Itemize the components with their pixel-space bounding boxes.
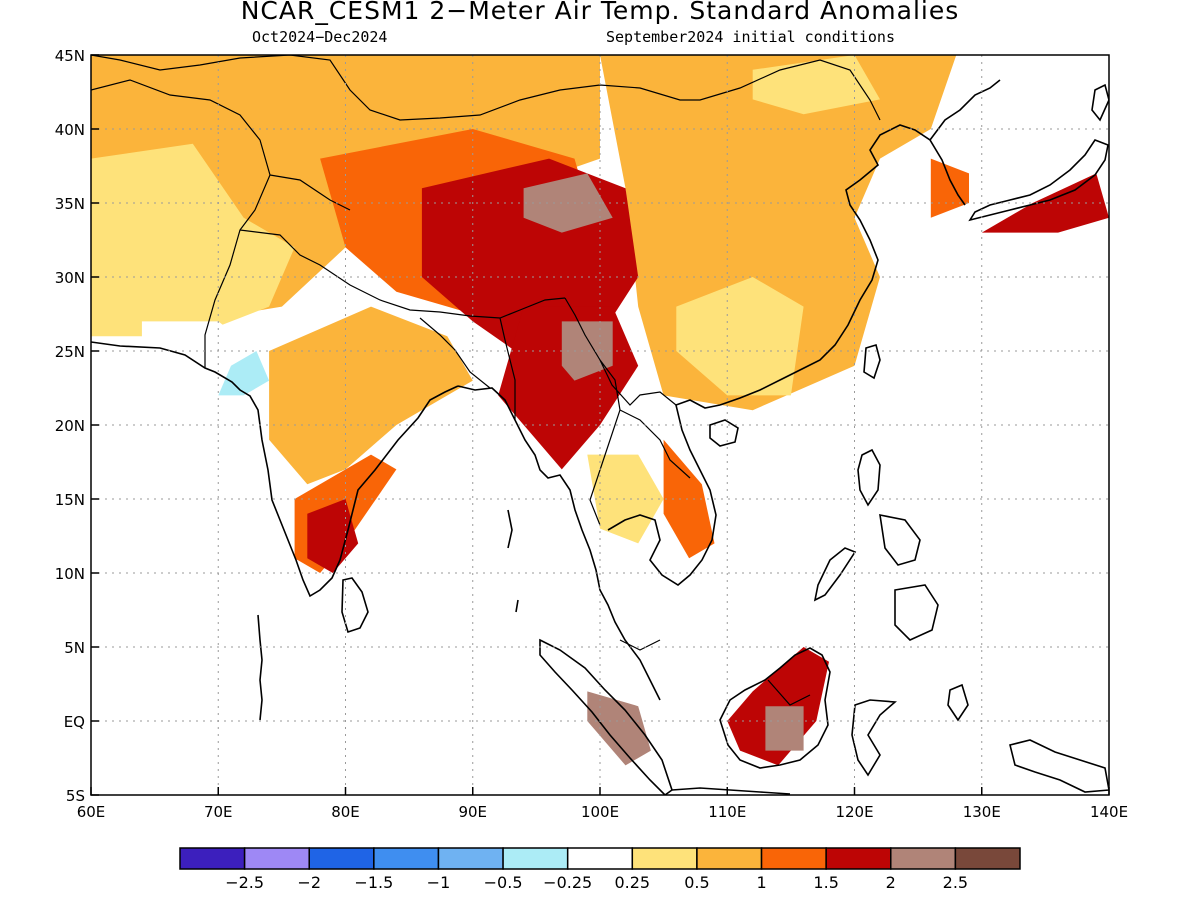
colorbar-swatch	[696, 847, 763, 870]
colorbar-label: −2.5	[225, 873, 264, 892]
colorbar-swatch	[502, 847, 569, 870]
x-tick-label: 140E	[1090, 803, 1128, 821]
new-guinea-coast	[1009, 739, 1109, 793]
indochina-coastline	[607, 399, 721, 586]
japan-coast	[968, 139, 1109, 222]
sumatra-coast	[539, 638, 673, 795]
y-tick-label: 30N	[55, 269, 85, 287]
colorbar-label: 0.25	[614, 873, 650, 892]
colorbar-label: 1	[756, 873, 766, 892]
y-tick-label: 20N	[55, 417, 85, 435]
y-tick-label: 5S	[66, 787, 85, 805]
borneo-coast	[719, 647, 831, 769]
luzon-coast	[857, 448, 881, 507]
country-borders	[91, 55, 881, 706]
colorbar-swatch	[373, 847, 440, 870]
forecast-period: Oct2024−Dec2024	[252, 28, 388, 46]
halmahera-coast	[947, 683, 969, 722]
korea-coastline	[929, 79, 1001, 141]
anomaly-region-sumatra-brown	[587, 691, 651, 766]
anomaly-region-gujarat-blue	[218, 351, 270, 396]
colorbar-swatch	[954, 847, 1021, 870]
colorbar-swatch	[631, 847, 698, 870]
colorbar-label: 2.5	[943, 873, 968, 892]
hokkaido-coast	[1091, 83, 1109, 122]
anomaly-region-korea-red	[930, 158, 969, 218]
y-tick-label: 25N	[55, 343, 85, 361]
andaman-islands	[507, 509, 519, 613]
colorbar-label: 1.5	[813, 873, 838, 892]
initial-conditions: September2024 initial conditions	[606, 28, 895, 46]
colorbar-label: 0.5	[684, 873, 709, 892]
x-tick-label: 130E	[963, 803, 1001, 821]
anomaly-region-west-light	[91, 143, 295, 337]
map-title: NCAR_CESM1 2−Meter Air Temp. Standard An…	[240, 0, 960, 25]
maldives-islands	[257, 614, 263, 721]
x-tick-label: 110E	[708, 803, 746, 821]
x-tick-label: 90E	[458, 803, 487, 821]
colorbar-label: −1	[427, 873, 451, 892]
india-coastline	[91, 341, 459, 598]
colorbar-swatch	[308, 847, 375, 870]
y-tick-label: 5N	[64, 639, 85, 657]
colorbar-label: −0.25	[543, 873, 592, 892]
colorbar-swatch	[437, 847, 504, 870]
colorbar-swatch	[566, 847, 634, 870]
y-tick-label: 10N	[55, 565, 85, 583]
colorbar-swatch	[179, 847, 246, 870]
x-tick-label: 60E	[77, 803, 106, 821]
y-tick-label: 45N	[55, 47, 85, 65]
anomaly-region-borneo-brown	[765, 706, 804, 751]
y-tick-label: 15N	[55, 491, 85, 509]
colorbar-swatch	[760, 847, 827, 870]
x-tick-label: 100E	[581, 803, 619, 821]
y-tick-label: 35N	[55, 195, 85, 213]
colorbar-swatch	[890, 847, 957, 870]
anomaly-region-thailand-light	[587, 454, 664, 544]
y-tick-label: EQ	[64, 713, 85, 731]
colorbar-label: −0.5	[484, 873, 523, 892]
x-tick-label: 80E	[331, 803, 360, 821]
y-tick-label: 40N	[55, 121, 85, 139]
palawan-coast	[813, 547, 857, 602]
colorbar-swatch	[825, 847, 892, 870]
anomaly-region-vietnam-red	[663, 439, 715, 559]
myanmar-coastline	[457, 385, 661, 701]
colorbar-label: 2	[886, 873, 896, 892]
colorbar-label: −2	[297, 873, 321, 892]
sulawesi-coast	[851, 699, 897, 777]
taiwan-coast	[863, 343, 881, 380]
mindanao-coast	[894, 584, 939, 641]
x-tick-label: 70E	[204, 803, 233, 821]
china-coastline	[719, 124, 966, 406]
x-tick-label: 120E	[835, 803, 873, 821]
anomaly-region-pakistan-white	[141, 321, 257, 366]
sri-lanka-coast	[341, 577, 369, 634]
java-coast	[671, 787, 791, 795]
colorbar-swatch	[243, 847, 310, 870]
anomaly-region-southchina-light	[676, 277, 804, 396]
colorbar-label: −1.5	[354, 873, 393, 892]
visayas-coast	[879, 513, 921, 566]
hainan-coast	[709, 419, 739, 447]
